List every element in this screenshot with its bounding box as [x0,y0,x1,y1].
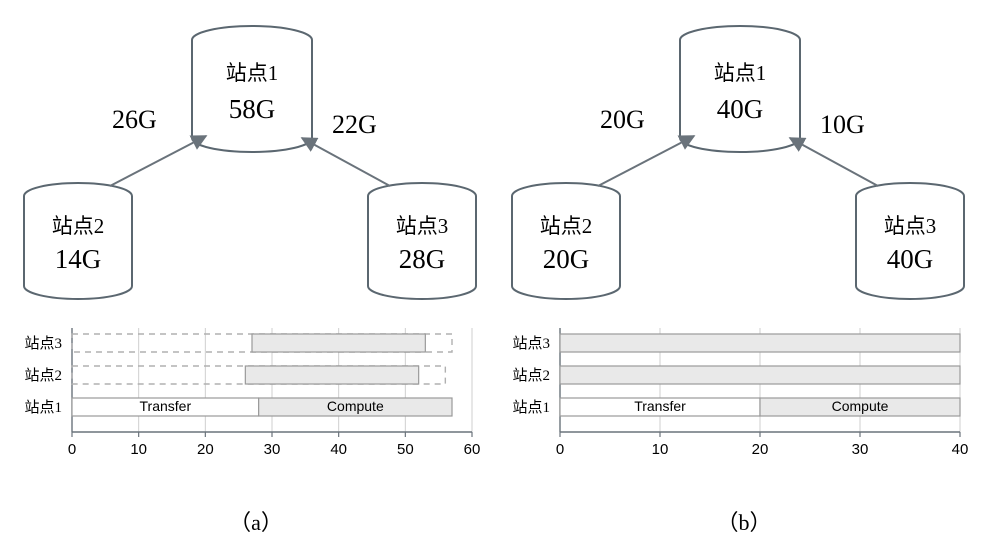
segment-label: Compute [327,398,384,414]
panel-b: 站点1 40G 站点2 20G 站点3 40G 20G 10G 0 10 20 30 4… [500,18,988,538]
node-right-cylinder: 站点3 40G [856,183,964,299]
node-right-title: 站点3 [396,214,449,238]
node-right-cylinder: 站点3 28G [368,183,476,299]
node-left-value: 20G [543,244,590,274]
chart-b: 0 10 20 30 40 站点3 站点2 站点1 Transfer Compute [512,328,968,458]
x-tick-label: 60 [464,441,481,458]
node-left-cylinder: 站点2 20G [512,183,620,299]
x-tick-label: 50 [397,441,414,458]
node-right-value: 28G [399,244,446,274]
x-tick-label: 10 [652,441,669,458]
segment-label: Transfer [140,398,192,414]
row-label: 站点1 [24,399,62,416]
node-left-cylinder: 站点2 14G [24,183,132,299]
edge-right-arrow [302,138,390,186]
bar-segment [560,334,960,352]
panel-a-sublabel: （a） [229,510,283,535]
node-left-title: 站点2 [52,214,105,238]
bar-segment [252,334,425,352]
x-tick-label: 10 [130,441,147,458]
bar-segment [245,366,418,384]
x-tick-label: 30 [852,441,869,458]
panel-a-svg: 站点1 58G 站点2 14G 站点3 28G 26G 22G [12,18,500,538]
node-left-value: 14G [55,244,102,274]
row-label: 站点3 [512,335,550,352]
x-tick-label: 40 [330,441,347,458]
x-tick-label: 30 [264,441,281,458]
node-top-value: 58G [229,94,276,124]
panel-a: 站点1 58G 站点2 14G 站点3 28G 26G 22G [12,18,500,538]
row-label: 站点1 [512,399,550,416]
panel-b-sublabel: （b） [716,510,771,535]
edge-right-label: 10G [820,110,865,139]
node-top-title: 站点1 [714,61,767,85]
x-tick-label: 20 [197,441,214,458]
edge-left-label: 26G [112,105,157,134]
edge-right-label: 22G [332,110,377,139]
node-top-cylinder: 站点1 58G [192,26,312,152]
node-top-value: 40G [717,94,764,124]
segment-label: Transfer [634,398,686,414]
row-label: 站点3 [24,335,62,352]
node-right-value: 40G [887,244,934,274]
segment-label: Compute [832,398,889,414]
edge-left-arrow [598,136,694,186]
x-tick-label: 40 [952,441,969,458]
edge-left-arrow [110,136,206,186]
x-tick-label: 0 [68,441,76,458]
node-top-cylinder: 站点1 40G [680,26,800,152]
edge-left-label: 20G [600,105,645,134]
chart-a: 0 10 20 30 40 50 60 站点3 站点2 站点1 Transfer Compute [24,328,480,458]
node-left-title: 站点2 [540,214,593,238]
row-label: 站点2 [24,367,62,384]
panel-b-svg: 站点1 40G 站点2 20G 站点3 40G 20G 10G 0 10 20 30 4… [500,18,988,538]
node-right-title: 站点3 [884,214,937,238]
bar-segment [560,366,960,384]
x-tick-label: 0 [556,441,564,458]
edge-right-arrow [790,138,878,186]
x-tick-label: 20 [752,441,769,458]
node-top-title: 站点1 [226,61,279,85]
row-label: 站点2 [512,367,550,384]
